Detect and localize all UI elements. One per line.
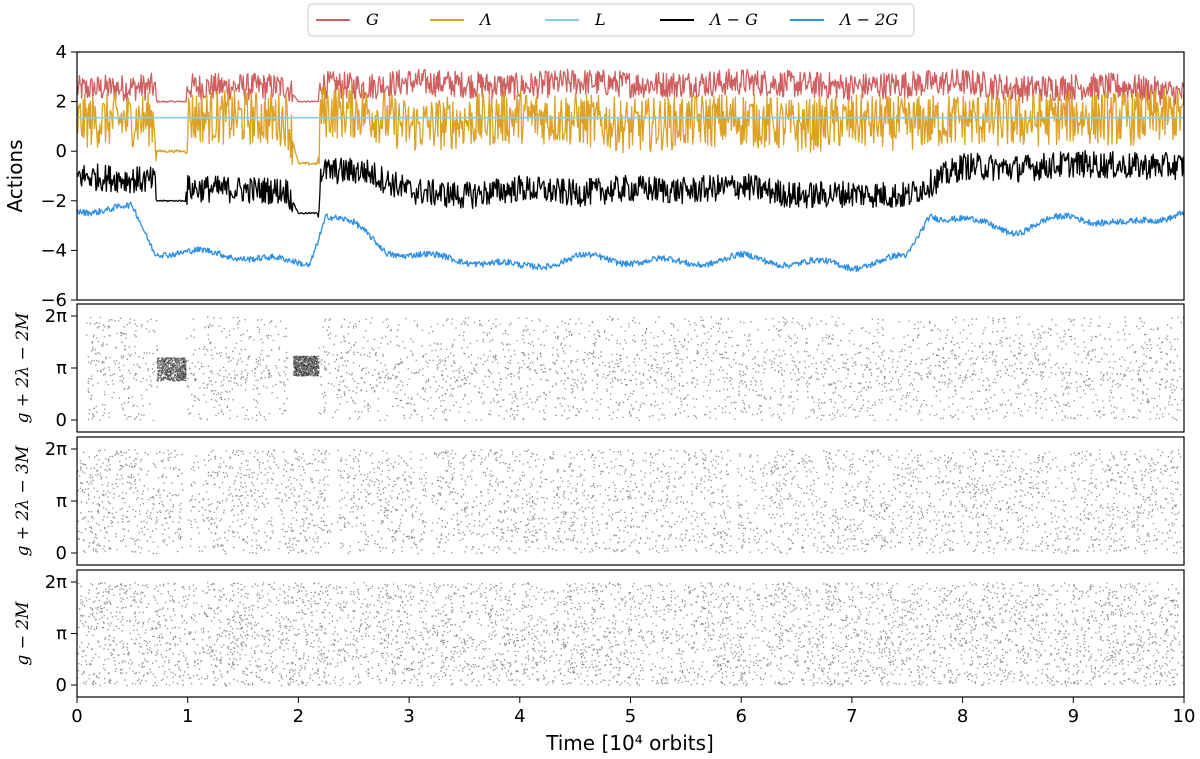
- resonance-ylabel: g − 2M: [13, 601, 33, 666]
- x-tick-label: 7: [846, 706, 857, 727]
- series-line-0: [77, 68, 1184, 107]
- resonance-panel-1: 2π π 0 g + 2λ − 2M: [13, 303, 1185, 433]
- series-line-1: [77, 84, 1184, 166]
- resonance-frame: [76, 436, 1185, 566]
- y-tick-label: 2π: [45, 572, 67, 593]
- y-tick-label: π: [56, 624, 67, 645]
- x-tick-label: 6: [735, 706, 746, 727]
- actions-panel: Actions 4 2 0 −2 −4 −6: [3, 42, 1185, 311]
- y-tick-label: 0: [56, 410, 67, 431]
- y-tick-label: 4: [56, 42, 67, 63]
- resonance-ylabel: g + 2λ − 2M: [13, 312, 33, 423]
- x-tick-label: 0: [71, 706, 82, 727]
- libration-clump: [156, 355, 320, 382]
- y-tick-label: 0: [56, 543, 67, 564]
- y-tick-label: 0: [56, 675, 67, 696]
- x-tick-label: 3: [403, 706, 414, 727]
- x-tick-label: 4: [514, 706, 525, 727]
- x-tick-label: 1: [182, 706, 193, 727]
- x-tick-label: 10: [1173, 706, 1196, 727]
- y-tick-label: 0: [56, 141, 67, 162]
- x-axis: 0 1 2 3 4 5 6 7 8 9 10: [71, 697, 1195, 727]
- legend-label: Λ − 2G: [838, 10, 898, 29]
- actions-ylabel: Actions: [3, 139, 27, 212]
- series-line-4: [77, 201, 1184, 272]
- legend-label: Λ − G: [708, 10, 758, 29]
- series-line-3: [77, 150, 1184, 218]
- y-tick-label: π: [56, 491, 67, 512]
- resonance-ylabel: g + 2λ − 3M: [13, 445, 33, 556]
- y-tick-label: 2π: [45, 306, 67, 327]
- scatter-points: [86, 316, 1184, 422]
- legend-label: L: [594, 10, 606, 29]
- x-tick-label: 5: [625, 706, 636, 727]
- y-tick-label: 2: [56, 92, 67, 113]
- y-tick-label: −6: [40, 290, 67, 311]
- y-tick-label: 2π: [45, 439, 67, 460]
- x-tick-label: 2: [293, 706, 304, 727]
- y-tick-label: −2: [40, 191, 67, 212]
- x-tick-label: 9: [1068, 706, 1079, 727]
- x-tick-label: 8: [957, 706, 968, 727]
- legend: G Λ L Λ − G Λ − 2G: [307, 3, 915, 37]
- resonance-panel-2: 2π π 0 g + 2λ − 3M: [13, 436, 1185, 566]
- y-tick-label: −4: [40, 240, 67, 261]
- legend-label: Λ: [478, 10, 492, 29]
- actions-frame: [76, 51, 1185, 301]
- legend-label: G: [366, 10, 379, 29]
- x-axis-label: Time [10⁴ orbits]: [545, 731, 714, 755]
- resonance-frame: [76, 303, 1185, 433]
- y-tick-label: π: [56, 358, 67, 379]
